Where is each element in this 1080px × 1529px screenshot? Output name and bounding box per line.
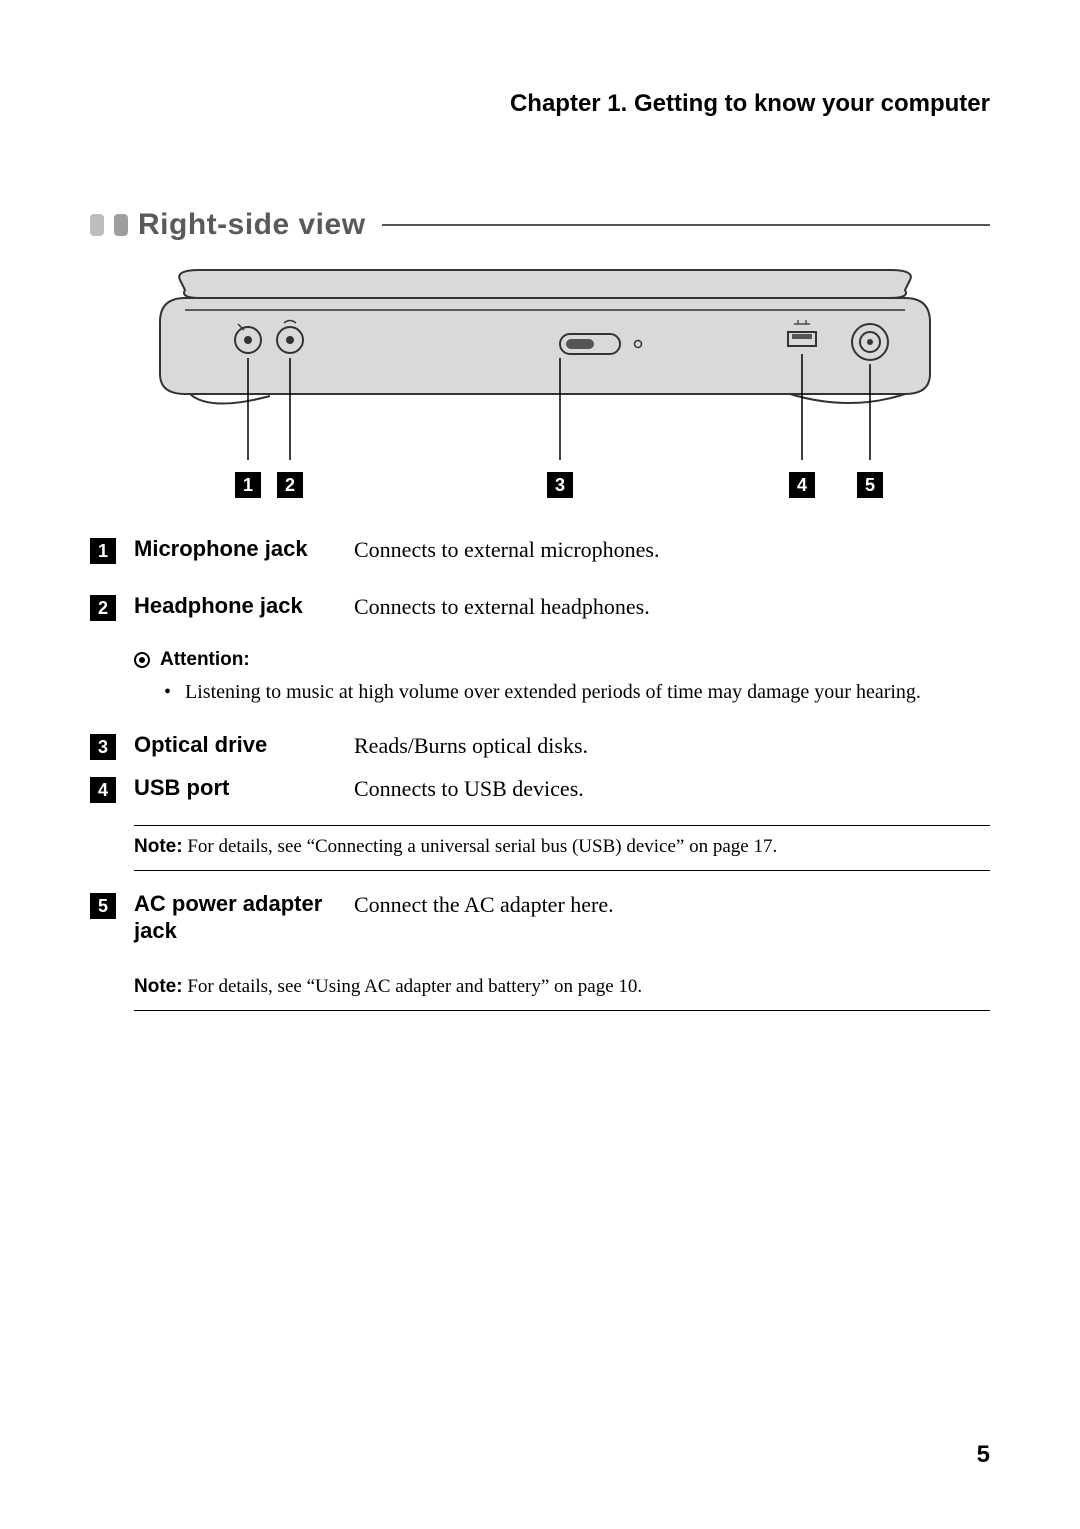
attention-heading: Attention: [134,649,990,671]
section-title-row: Right-side view [90,208,990,242]
attention-bullet: • Listening to music at high volume over… [164,679,990,706]
item-term: Headphone jack [134,593,354,619]
callout-num-4: 4 [789,472,815,498]
attention-label: Attention: [160,649,250,671]
attention-block: Attention: • Listening to music at high … [134,649,990,706]
callout-num-1: 1 [235,472,261,498]
attention-icon [134,652,150,668]
attention-text: Listening to music at high volume over e… [185,679,921,706]
list-item: 1 Microphone jack Connects to external m… [90,536,990,565]
callout-num-3: 3 [547,472,573,498]
item-term: Optical drive [134,732,354,758]
callout-num-5: 5 [857,472,883,498]
note-label: Note: [134,836,183,857]
note-ac: Note: For details, see “Using AC adapter… [134,966,990,1011]
note-text: For details, see “Using AC adapter and b… [183,976,643,997]
device-diagram [150,262,990,462]
list-item: 3 Optical drive Reads/Burns optical disk… [90,732,990,761]
section-rule [382,224,990,226]
page-number: 5 [977,1441,990,1469]
chapter-header: Chapter 1. Getting to know your computer [90,90,990,118]
item-num-5: 5 [90,893,116,919]
item-num-2: 2 [90,595,116,621]
item-num-1: 1 [90,538,116,564]
list-item: 4 USB port Connects to USB devices. [90,775,990,804]
list-item: 2 Headphone jack Connects to external he… [90,593,990,622]
section-bullet-1 [90,214,104,236]
callout-numbers-row: 1 2 3 4 5 [150,472,990,508]
note-label: Note: [134,976,183,997]
callout-num-2: 2 [277,472,303,498]
item-desc: Reads/Burns optical disks. [354,732,990,761]
note-usb: Note: For details, see “Connecting a uni… [134,825,990,871]
section-bullet-2 [114,214,128,236]
item-term: AC power adapter jack [134,891,354,944]
item-desc: Connects to external headphones. [354,593,990,622]
item-term: USB port [134,775,354,801]
item-desc: Connects to USB devices. [354,775,990,804]
item-desc: Connect the AC adapter here. [354,891,990,920]
note-text: For details, see “Connecting a universal… [183,836,778,857]
item-term: Microphone jack [134,536,354,562]
item-num-4: 4 [90,777,116,803]
item-num-3: 3 [90,734,116,760]
item-desc: Connects to external microphones. [354,536,990,565]
section-title: Right-side view [138,208,366,242]
bullet-dot-icon: • [164,679,171,706]
list-item: 5 AC power adapter jack Connect the AC a… [90,891,990,944]
